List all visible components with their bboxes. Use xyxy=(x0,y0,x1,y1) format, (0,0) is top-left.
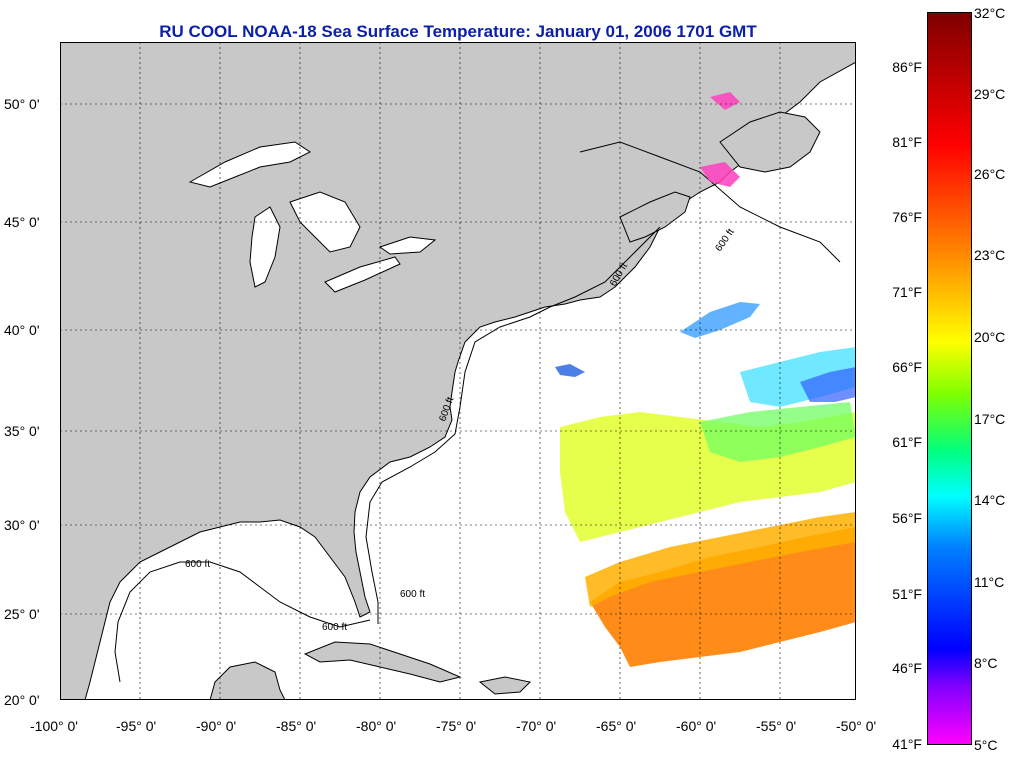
colorbar-c-label: 5°C xyxy=(974,737,998,753)
colorbar-f-label: 81°F xyxy=(892,134,922,150)
lat-label-30: 30° 0' xyxy=(4,517,40,533)
colorbar-f-label: 86°F xyxy=(892,59,922,75)
colorbar-f-label: 51°F xyxy=(892,586,922,602)
colorbar-f-label: 56°F xyxy=(892,510,922,526)
colorbar-c-label: 23°C xyxy=(974,247,1006,263)
contour-label: 600 ft xyxy=(400,589,425,600)
lon-label-85: -85° 0' xyxy=(276,718,317,734)
colorbar-c-label: 11°C xyxy=(974,574,1005,590)
lake-erie xyxy=(324,256,401,293)
lon-label-70: -70° 0' xyxy=(516,718,557,734)
lon-label-60: -60° 0' xyxy=(676,718,717,734)
temperature-colorbar xyxy=(927,12,972,745)
map-canvas: 600 ft 600 ft 600 ft 600 ft 600 ft 600 f… xyxy=(59,41,857,701)
lon-label-100: -100° 0' xyxy=(30,718,78,734)
sst-green-patch xyxy=(700,402,856,462)
map-panel: 600 ft 600 ft 600 ft 600 ft 600 ft 600 f… xyxy=(59,41,857,701)
lon-label-80: -80° 0' xyxy=(356,718,397,734)
land-hispaniola xyxy=(478,676,532,695)
colorbar-c-label: 20°C xyxy=(974,329,1006,345)
lat-label-45: 45° 0' xyxy=(4,214,40,230)
colorbar-c-label: 17°C xyxy=(974,411,1006,427)
lon-label-55: -55° 0' xyxy=(756,718,797,734)
lon-label-90: -90° 0' xyxy=(196,718,237,734)
lat-label-50: 50° 0' xyxy=(4,96,40,112)
land-cuba xyxy=(303,641,462,683)
colorbar-f-label: 41°F xyxy=(892,736,922,752)
lake-michigan xyxy=(249,206,281,288)
sst-pink-patch xyxy=(700,162,740,187)
colorbar-c-label: 8°C xyxy=(974,655,998,671)
map-frame xyxy=(60,42,856,700)
sst-small-blue xyxy=(555,364,585,377)
lat-label-35: 35° 0' xyxy=(4,423,40,439)
sst-orange-band xyxy=(585,512,856,607)
lon-label-65: -65° 0' xyxy=(596,718,637,734)
sst-pink-patch-2 xyxy=(710,92,740,110)
lat-label-20: 20° 0' xyxy=(4,692,40,708)
colorbar-c-label: 29°C xyxy=(974,86,1006,102)
land-newfoundland xyxy=(719,111,821,173)
map-title: RU COOL NOAA-18 Sea Surface Temperature:… xyxy=(159,22,757,41)
land-nova-scotia xyxy=(619,191,691,243)
land-yucatan xyxy=(209,661,286,701)
lon-label-75: -75° 0' xyxy=(436,718,477,734)
contour-label: 600 ft xyxy=(185,559,210,570)
colorbar-f-label: 71°F xyxy=(892,284,922,300)
lon-label-95: -95° 0' xyxy=(116,718,157,734)
colorbar-f-label: 46°F xyxy=(892,660,922,676)
colorbar-f-label: 66°F xyxy=(892,359,922,375)
lat-label-40: 40° 0' xyxy=(4,322,40,338)
contour-label: 600 ft xyxy=(322,622,347,633)
lon-label-50: -50° 0' xyxy=(836,718,877,734)
sst-warm-band xyxy=(590,527,856,667)
lat-label-25: 25° 0' xyxy=(4,606,40,622)
colorbar-f-label: 61°F xyxy=(892,434,922,450)
colorbar-c-label: 26°C xyxy=(974,166,1006,182)
colorbar-c-label: 14°C xyxy=(974,492,1006,508)
colorbar-c-label: 32°C xyxy=(974,5,1006,21)
sst-blue-patch xyxy=(800,367,856,402)
lake-ontario xyxy=(378,236,437,255)
colorbar-f-label: 76°F xyxy=(892,209,922,225)
